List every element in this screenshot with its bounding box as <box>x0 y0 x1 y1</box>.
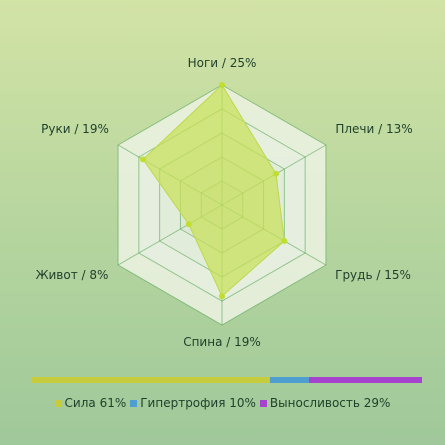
breakdown-segment-0 <box>32 377 270 383</box>
data-point-3 <box>219 293 225 300</box>
legend: Сила 61% Гипертрофия 10% Выносливость 29… <box>0 396 445 410</box>
axis-label-5: Руки / 19% <box>41 122 109 136</box>
axis-label-0: Ноги / 25% <box>188 56 257 70</box>
data-point-1 <box>273 170 280 177</box>
legend-swatch-strength <box>54 399 62 407</box>
breakdown-segment-2 <box>308 377 422 383</box>
axis-labels: Ноги / 25% Плечи / 13% Грудь / 15% Спина / … <box>36 56 413 349</box>
data-point-2 <box>281 238 288 244</box>
legend-swatch-endurance <box>259 399 267 407</box>
breakdown-segment-1 <box>269 377 309 383</box>
legend-item-endurance: Выносливость 29% <box>259 396 391 410</box>
breakdown-bar <box>32 377 422 383</box>
legend-label-hypertrophy: Гипертрофия 10% <box>140 396 256 410</box>
legend-item-strength: Сила 61% <box>54 396 127 410</box>
data-point-5 <box>140 156 147 163</box>
legend-item-hypertrophy: Гипертрофия 10% <box>130 396 256 410</box>
axis-label-4: Живот / 8% <box>36 268 109 282</box>
radar-area <box>140 82 288 300</box>
axis-label-2: Грудь / 15% <box>335 268 411 282</box>
axis-label-3: Спина / 19% <box>183 335 261 349</box>
legend-swatch-hypertrophy <box>130 399 138 407</box>
data-point-4 <box>185 221 192 228</box>
legend-label-endurance: Выносливость 29% <box>269 396 391 410</box>
legend-label-strength: Сила 61% <box>64 396 127 410</box>
axis-label-1: Плечи / 13% <box>335 122 412 136</box>
data-point-0 <box>219 82 225 88</box>
